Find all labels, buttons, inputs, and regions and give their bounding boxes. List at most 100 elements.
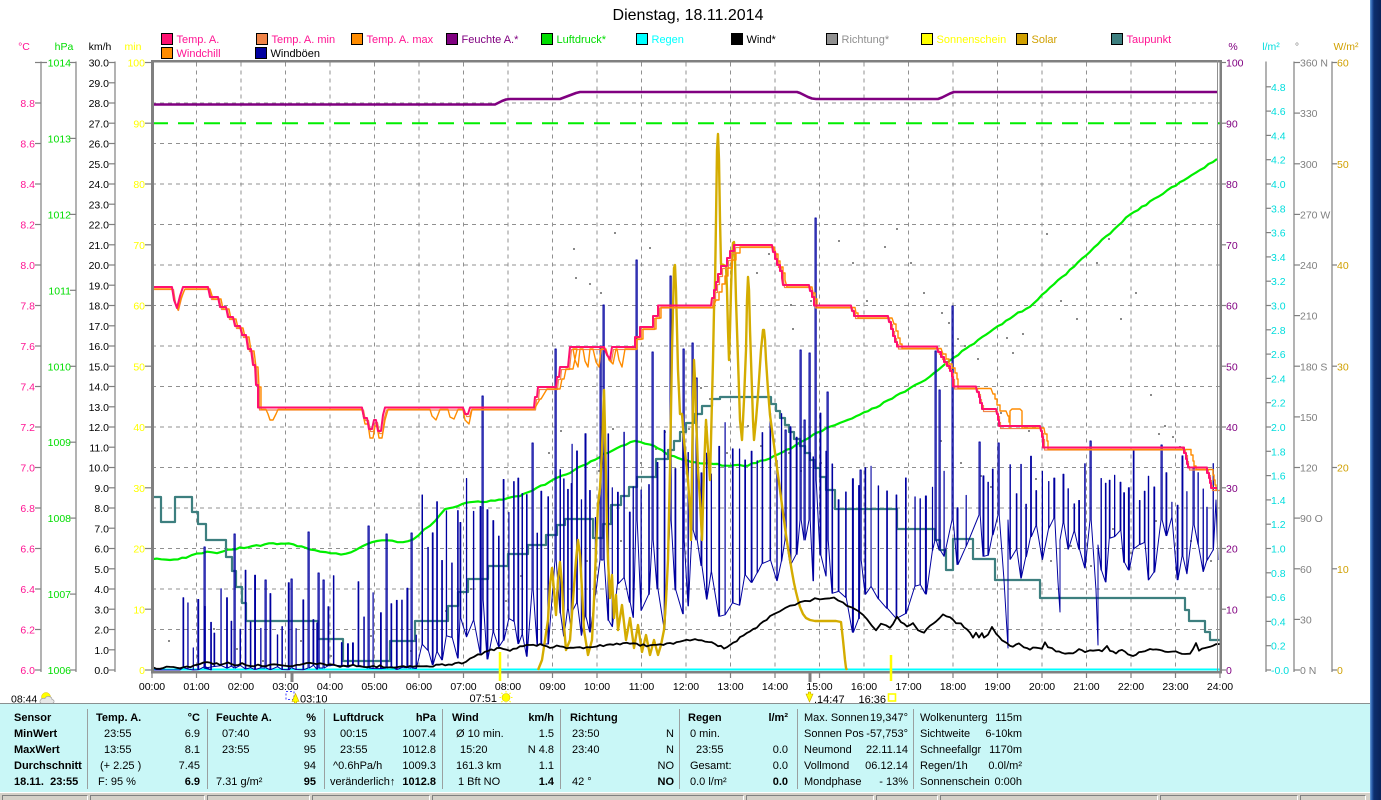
svg-text:W/m²: W/m² (1333, 41, 1359, 53)
svg-text:3.0: 3.0 (1271, 301, 1286, 313)
svg-text:60: 60 (1226, 301, 1238, 313)
svg-text:16:00: 16:00 (851, 681, 877, 693)
svg-text:4.6: 4.6 (1271, 106, 1286, 118)
svg-text:100: 100 (1226, 58, 1244, 70)
svg-text:20.0: 20.0 (89, 260, 110, 272)
svg-text:23:00: 23:00 (1162, 681, 1188, 693)
svg-text:24.0: 24.0 (89, 179, 110, 191)
svg-text:18:00: 18:00 (940, 681, 966, 693)
svg-text:6.6: 6.6 (20, 544, 35, 556)
svg-text:Solar: Solar (1032, 34, 1058, 46)
svg-text:30: 30 (1300, 614, 1312, 626)
svg-text:Temp. A.: Temp. A. (177, 34, 220, 46)
svg-text:0.8: 0.8 (1271, 568, 1286, 580)
svg-text:25.0: 25.0 (89, 159, 110, 171)
svg-text:03:00: 03:00 (272, 681, 298, 693)
svg-text:4.4: 4.4 (1271, 130, 1286, 142)
svg-text:hPa: hPa (55, 41, 74, 53)
svg-text:330: 330 (1300, 108, 1318, 120)
svg-text:70: 70 (1226, 240, 1238, 252)
svg-text:06:00: 06:00 (406, 681, 432, 693)
svg-text:01:00: 01:00 (183, 681, 209, 693)
svg-text:3.4: 3.4 (1271, 252, 1286, 264)
svg-text:120: 120 (1300, 463, 1318, 475)
svg-text:7.0: 7.0 (20, 463, 35, 475)
svg-text:02:00: 02:00 (228, 681, 254, 693)
svg-text:7.0: 7.0 (94, 523, 109, 535)
svg-text:2.6: 2.6 (1271, 349, 1286, 361)
svg-text:20: 20 (1226, 544, 1238, 556)
svg-text:1.8: 1.8 (1271, 446, 1286, 458)
svg-text:20: 20 (133, 544, 145, 556)
svg-text:1014: 1014 (48, 58, 72, 70)
svg-text:100: 100 (127, 58, 145, 70)
svg-text:Richtung*: Richtung* (842, 34, 890, 46)
svg-text:7.4: 7.4 (20, 382, 35, 394)
svg-text:1007: 1007 (48, 589, 72, 601)
svg-text:04:00: 04:00 (317, 681, 343, 693)
svg-text:4.2: 4.2 (1271, 155, 1286, 167)
svg-text:Sonnenschein: Sonnenschein (937, 34, 1007, 46)
svg-text:3.8: 3.8 (1271, 203, 1286, 215)
svg-text:21.0: 21.0 (89, 240, 110, 252)
svg-text:18.0: 18.0 (89, 301, 110, 313)
svg-text:8.0: 8.0 (20, 260, 35, 272)
svg-text:90 O: 90 O (1300, 513, 1323, 525)
svg-text:40: 40 (133, 422, 145, 434)
svg-text:0: 0 (1337, 665, 1343, 677)
svg-text:6.0: 6.0 (20, 665, 35, 677)
svg-text:1009: 1009 (48, 437, 72, 449)
svg-text:6.0: 6.0 (94, 544, 109, 556)
svg-text:2.2: 2.2 (1271, 398, 1286, 410)
svg-text:24:00: 24:00 (1207, 681, 1233, 693)
svg-text:50: 50 (133, 361, 145, 373)
svg-text:0: 0 (1226, 665, 1232, 677)
svg-text:4.0: 4.0 (1271, 179, 1286, 191)
svg-text:16.0: 16.0 (89, 341, 110, 353)
svg-text:1.0: 1.0 (1271, 544, 1286, 556)
svg-text:10.0: 10.0 (89, 463, 110, 475)
svg-text:10: 10 (1337, 564, 1349, 576)
svg-text:210: 210 (1300, 311, 1318, 323)
svg-text:270 W: 270 W (1300, 209, 1330, 221)
svg-text:15:00: 15:00 (806, 681, 832, 693)
svg-text:2.0: 2.0 (94, 625, 109, 637)
svg-text:19.0: 19.0 (89, 280, 110, 292)
svg-text:Windchill: Windchill (177, 48, 221, 60)
svg-text:27.0: 27.0 (89, 118, 110, 130)
svg-text:23.0: 23.0 (89, 199, 110, 211)
svg-text:3.0: 3.0 (94, 604, 109, 616)
svg-text:13.0: 13.0 (89, 402, 110, 414)
svg-text:15.0: 15.0 (89, 361, 110, 373)
svg-text:12.0: 12.0 (89, 422, 110, 434)
svg-text:90: 90 (133, 118, 145, 130)
svg-text:2.0: 2.0 (1271, 422, 1286, 434)
svg-text:360 N: 360 N (1300, 58, 1328, 70)
svg-text:80: 80 (1226, 179, 1238, 191)
svg-text:20:00: 20:00 (1029, 681, 1055, 693)
svg-text:1011: 1011 (48, 285, 71, 297)
svg-text:7.6: 7.6 (20, 341, 35, 353)
svg-text:30: 30 (1226, 483, 1238, 495)
svg-text:08:44: 08:44 (11, 694, 37, 706)
svg-text:Temp. A. max: Temp. A. max (367, 34, 434, 46)
svg-text:03:10: 03:10 (300, 694, 328, 706)
svg-text:22:00: 22:00 (1118, 681, 1144, 693)
svg-text:17:00: 17:00 (895, 681, 921, 693)
svg-text:km/h: km/h (89, 41, 112, 53)
svg-text:11:00: 11:00 (629, 681, 655, 693)
svg-text:00:00: 00:00 (139, 681, 165, 693)
svg-text:19:00: 19:00 (984, 681, 1010, 693)
svg-text:Taupunkt: Taupunkt (1127, 34, 1172, 46)
svg-text:2.4: 2.4 (1271, 373, 1286, 385)
svg-text:14:00: 14:00 (762, 681, 788, 693)
svg-text:-0.0: -0.0 (1271, 665, 1289, 677)
svg-text:Temp. A. min: Temp. A. min (272, 34, 336, 46)
svg-text:07:00: 07:00 (450, 681, 476, 693)
svg-text:40: 40 (1226, 422, 1238, 434)
svg-text:11.0: 11.0 (89, 442, 109, 454)
svg-text:05:00: 05:00 (361, 681, 387, 693)
svg-text:50: 50 (1226, 361, 1238, 373)
svg-text:20: 20 (1337, 463, 1349, 475)
svg-text:1006: 1006 (48, 665, 72, 677)
